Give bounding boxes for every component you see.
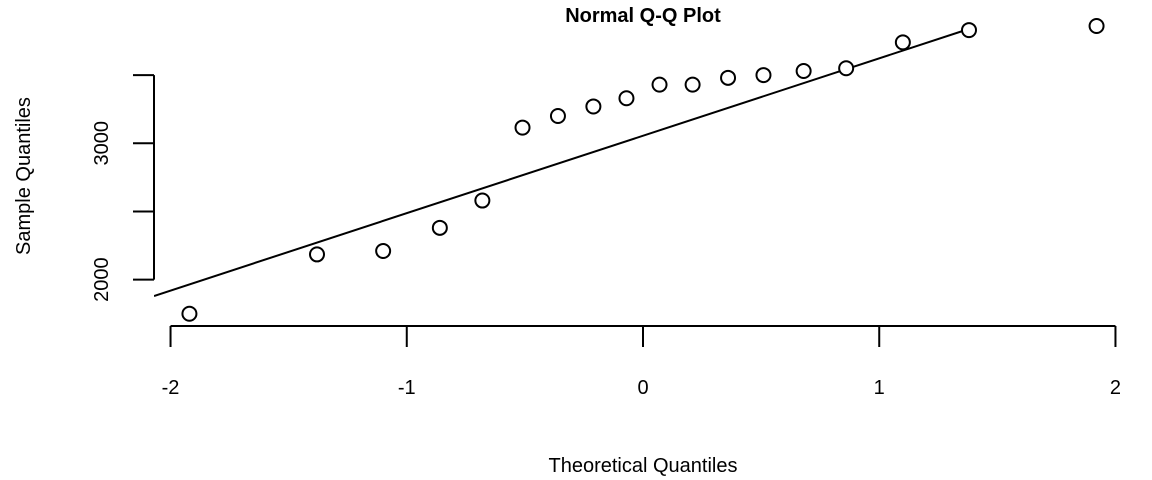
data-point-7 <box>585 98 602 115</box>
x-tick-label-2: 0 <box>637 377 648 399</box>
x-tick-label-3: 1 <box>874 377 885 399</box>
data-point-12 <box>755 67 772 84</box>
y-axis-label: Sample Quantiles <box>13 97 35 255</box>
data-point-8 <box>618 90 635 107</box>
x-axis-label: Theoretical Quantiles <box>549 455 738 477</box>
data-point-16 <box>961 22 977 39</box>
data-point-5 <box>514 119 531 136</box>
y-tick-label-1: 3000 <box>91 121 113 166</box>
x-tick-label-1: -1 <box>398 377 416 399</box>
chart-title: Normal Q-Q Plot <box>565 5 721 27</box>
x-tick-label-0: -2 <box>162 377 180 399</box>
x-axis: -2 -1 0 1 2 <box>162 325 1121 399</box>
data-point-4 <box>474 192 491 209</box>
data-point-17 <box>1088 18 1105 34</box>
data-point-1 <box>309 246 325 263</box>
data-point-11 <box>720 69 737 86</box>
qq-reference-line <box>154 26 975 297</box>
data-point-2 <box>375 243 392 259</box>
y-axis: 2000 3000 <box>91 74 155 302</box>
data-point-9 <box>651 76 668 93</box>
data-point-6 <box>549 108 566 124</box>
x-tick-label-4: 2 <box>1110 377 1121 399</box>
data-point-14 <box>838 60 855 77</box>
data-point-13 <box>795 63 812 79</box>
data-point-15 <box>894 34 911 51</box>
plot-region <box>154 18 1105 322</box>
data-point-0 <box>181 305 198 322</box>
y-tick-label-0: 2000 <box>91 257 113 302</box>
data-point-3 <box>431 219 448 236</box>
data-point-10 <box>684 76 701 93</box>
